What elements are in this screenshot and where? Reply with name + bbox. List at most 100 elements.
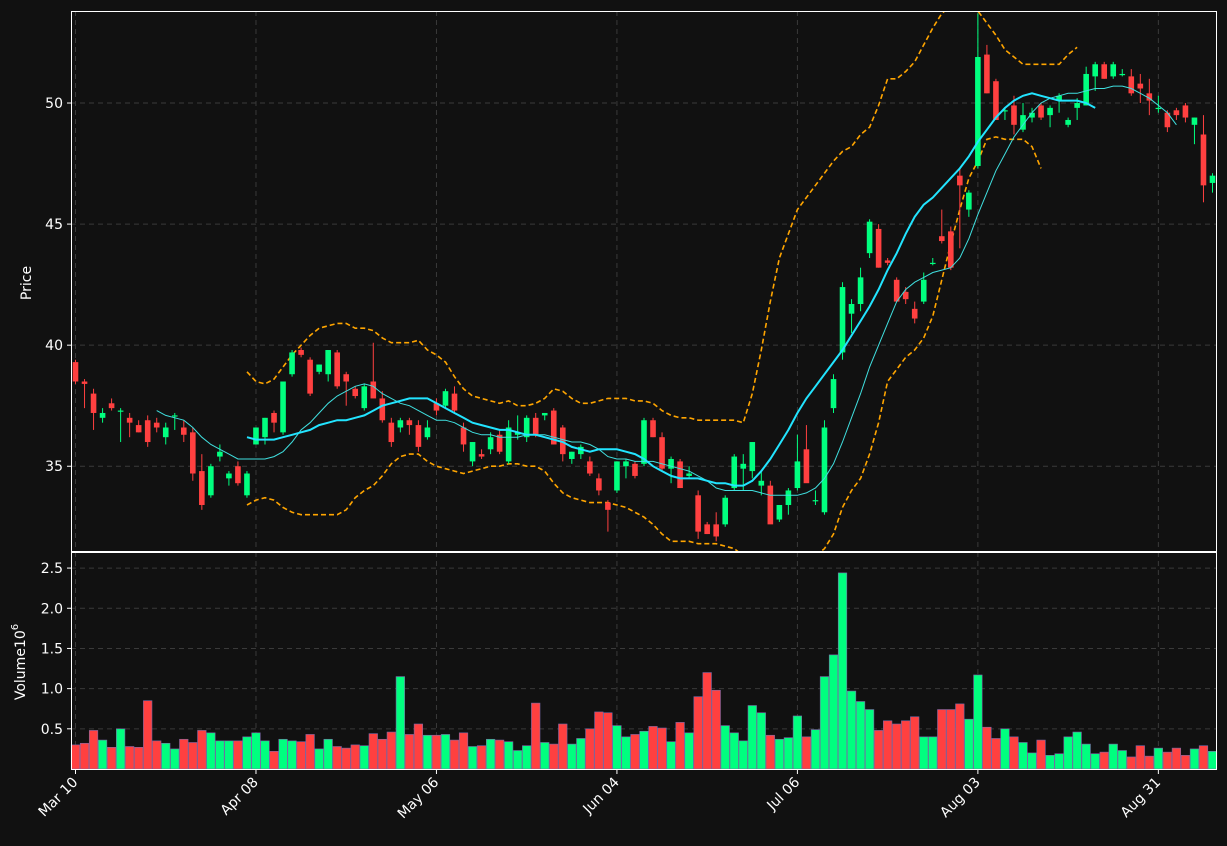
candle-body	[1191, 117, 1198, 125]
volume-bar	[1081, 743, 1091, 770]
volume-bar	[747, 705, 757, 770]
volume-bar	[1036, 739, 1046, 770]
volume-bar	[549, 743, 559, 770]
volume-bar	[341, 747, 351, 770]
candle-body	[1110, 64, 1117, 77]
volume-bar	[657, 727, 667, 770]
candle-body	[722, 497, 729, 525]
candle-body	[1182, 105, 1189, 118]
candle-body	[307, 359, 313, 394]
volume-tick-label: 0.5	[41, 722, 63, 738]
candle-body	[749, 442, 756, 472]
candle-body	[235, 466, 241, 484]
candle-body	[280, 381, 286, 433]
volume-bar	[1207, 751, 1218, 770]
bollinger-bands	[246, 11, 1078, 551]
candle-body	[884, 260, 891, 263]
candle-body	[785, 490, 792, 505]
volume-bar	[756, 712, 766, 770]
candle-body	[957, 175, 963, 186]
candle-body	[605, 502, 611, 510]
volume-bar	[865, 709, 875, 770]
candle-body	[451, 393, 458, 411]
volume-bar	[350, 744, 360, 770]
volume-bar	[937, 709, 947, 770]
volume-bar	[404, 734, 414, 770]
volume-bar	[1153, 747, 1163, 770]
candle-body	[343, 374, 350, 382]
candle-body	[208, 466, 214, 496]
candle-body	[253, 427, 259, 445]
volume-bar	[431, 734, 442, 770]
volume-bar	[486, 738, 496, 770]
candle-body	[1092, 64, 1098, 77]
volume-bar	[1117, 750, 1127, 770]
volume-bar	[476, 745, 487, 770]
candle-body	[514, 432, 521, 435]
candle-body	[289, 352, 295, 375]
candle-body	[1011, 105, 1017, 125]
volume-bar	[1144, 755, 1154, 770]
volume-bar	[928, 736, 938, 770]
candle-body	[776, 504, 783, 520]
candle-body	[1029, 112, 1035, 118]
volume-bar	[919, 736, 929, 770]
candle-body	[1056, 95, 1062, 101]
candle-body	[415, 425, 422, 447]
volume-bar	[982, 726, 992, 770]
volume-bar	[278, 738, 288, 770]
volume-bar	[1108, 743, 1118, 770]
volume-bar	[630, 734, 640, 770]
candle-body	[1047, 107, 1053, 116]
volume-bar	[774, 738, 784, 770]
volume-bar	[458, 732, 469, 770]
candle-body	[659, 437, 665, 469]
candle-body	[839, 287, 846, 353]
volume-bar	[395, 676, 405, 770]
volume-bar	[269, 751, 279, 770]
candle-body	[875, 228, 882, 268]
candle-body	[1074, 103, 1080, 108]
candle-body	[424, 427, 431, 438]
candle-body	[505, 427, 512, 462]
volume-bar	[1198, 745, 1209, 770]
candle-body	[1128, 76, 1135, 94]
candle-body	[1164, 112, 1171, 128]
candle-body	[948, 231, 954, 268]
candle-body	[99, 412, 106, 418]
candle-body	[803, 449, 810, 484]
volume-bar	[170, 748, 180, 770]
candle-body	[1200, 134, 1207, 186]
candle-body	[478, 454, 485, 457]
moving-average-fast	[156, 85, 1177, 496]
candle-body	[361, 386, 368, 409]
volume-bar	[197, 730, 207, 770]
volume-bar	[612, 725, 622, 770]
candle-body	[740, 463, 747, 469]
volume-bar	[810, 729, 821, 770]
volume-bar	[422, 734, 433, 770]
volume-bar	[576, 738, 586, 770]
candle-body	[1002, 110, 1008, 112]
volume-bar	[242, 736, 252, 770]
volume-bar	[305, 734, 315, 770]
volume-bar	[296, 741, 306, 770]
candle-body	[135, 425, 142, 433]
volume-bar	[70, 744, 81, 770]
volume-bar	[449, 739, 460, 770]
candle-body	[199, 471, 205, 505]
volume-bar	[125, 746, 135, 770]
candle-body	[559, 427, 566, 455]
volume-bar	[314, 748, 324, 770]
volume-bar	[892, 723, 902, 770]
candle-body	[1137, 83, 1144, 89]
candle-body	[532, 417, 539, 435]
candle-body	[126, 417, 133, 423]
candle-body	[1146, 93, 1153, 101]
candle-body	[379, 398, 386, 421]
candle-body	[812, 500, 819, 502]
volume-bar	[946, 709, 956, 770]
volume-bar	[152, 740, 162, 770]
volume-bar	[251, 732, 261, 770]
